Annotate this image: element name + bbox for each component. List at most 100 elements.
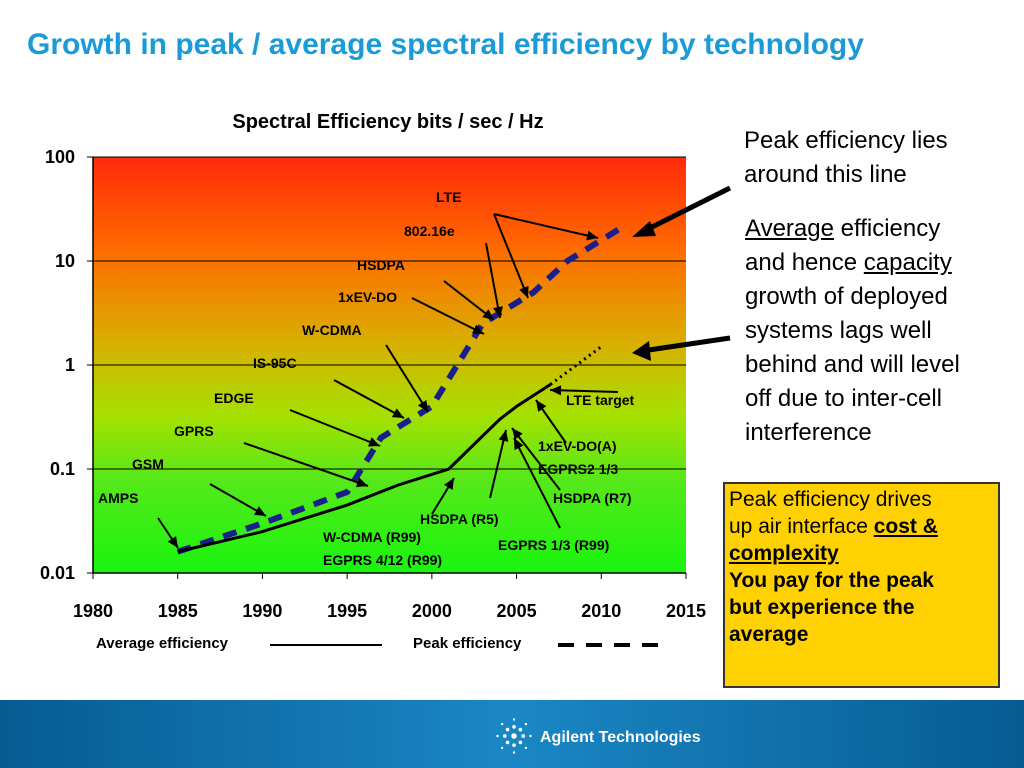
annotation-labels: LTE 802.16e HSDPA 1xEV-DO W-CDMA IS-95C EDGE GP… [98,189,635,568]
annotation-amps: AMPS [98,490,138,506]
series-layer [176,227,620,555]
annotation-arrowhead [471,324,484,334]
annotation-egprs412: EGPRS 4/12 (R99) [323,552,442,568]
box-cost: cost & [873,515,938,538]
average-note: Average efficiency and hence capacity gr… [745,212,960,450]
annotation-arrowhead [550,385,562,396]
x-tick-label: 2005 [497,601,537,621]
box-line4: You pay for the peak [729,567,994,594]
annotation-arrowhead [417,400,428,412]
average-note-line7: interference [745,419,872,446]
annotation-arrow-line [485,242,501,319]
axes: 100 10 1 0.1 0.01 1980 1985 1990 1995 2000 2005 201… [40,147,706,621]
box-line5: but experience the [729,594,994,621]
box-line1: Peak efficiency drives [729,488,932,511]
annotation-is95c: IS-95C [253,355,297,371]
annotation-wcdma_r99: W-CDMA (R99) [323,529,421,545]
annotation-edge: EDGE [214,390,254,406]
annotation-arrow-line [493,213,599,239]
legend-average-label: Average efficiency [96,635,229,652]
average-note-line3: growth of deployed [745,283,948,310]
annotation-arrowhead [167,536,178,548]
footer-brand: Agilent Technologies [540,729,701,746]
peak-pointer-arrow [638,185,732,236]
average-word: Average [745,215,834,242]
peak-note-line2: around this line [744,161,907,188]
box-line6-text: average [729,623,809,646]
box-line3: complexity [729,540,994,567]
footer-bar [0,700,1024,768]
x-tick-label: 2000 [412,601,452,621]
chart-title: Spectral Efficiency bits / sec / Hz [232,111,543,133]
box-complexity: complexity [729,542,839,565]
annotation-arrowhead [586,230,598,241]
y-tick-label: 100 [45,147,75,167]
x-tick-label: 1985 [158,601,198,621]
annotation-arrowhead [536,400,547,412]
annotation-e80216: 802.16e [404,223,455,239]
legend-peak-label: Peak efficiency [413,635,522,652]
annotation-gsm: GSM [132,456,164,472]
annotation-arrows [157,213,619,549]
annotation-hsdpa: HSDPA [357,257,405,273]
series-peak-efficiency [176,227,620,555]
gridlines [93,156,686,470]
avg-pointer-arrowhead [632,341,651,361]
spectral-efficiency-chart: Spectral Efficiency bits / sec / Hz 100 1… [40,111,732,652]
average-projection-dotted [549,345,603,386]
x-tick-label: 1980 [73,601,113,621]
x-tick-label: 2010 [581,601,621,621]
annotation-arrowhead [355,477,368,488]
average-note-line5: behind and will level [745,351,960,378]
avg-pointer-arrow [641,335,731,354]
box-line4-text: You pay for the peak [729,569,934,592]
average-note-after: efficiency [833,215,941,242]
annotation-arrow-line [411,297,485,335]
average-note-line1: Average efficiency [745,212,960,246]
annotation-arrow-line [333,379,405,419]
average-note-line6: off due to inter-cell [745,385,943,412]
annotation-arrow-line [243,442,369,487]
average-note-line4: systems lags well [745,317,932,344]
annotation-arrow-line [513,437,561,529]
annotation-arrowhead [514,438,524,451]
annotation-arrow-line [289,409,381,447]
annotation-arrowhead [512,428,523,440]
annotation-arrowhead [367,437,380,447]
annotation-arrowhead [482,309,494,320]
annotation-arrowhead [519,285,529,298]
annotation-evdo: 1xEV-DO [338,289,397,305]
annotation-arrow-line [489,429,507,499]
peak-note-line1: Peak efficiency lies [744,127,948,154]
y-tick-label: 1 [65,355,75,375]
average-note-line2a: and hence [745,249,864,276]
annotation-gprs: GPRS [174,423,214,439]
average-note-line2: and hence capacity [745,246,960,280]
annotation-arrowhead [443,478,454,490]
annotation-egprs2: EGPRS2 1/3 [538,461,618,477]
legend: Average efficiency Peak efficiency [96,635,664,652]
y-tick-label: 0.01 [40,563,75,583]
annotation-hsdpa_r7: HSDPA (R7) [553,490,632,506]
annotation-arrow-line [493,213,529,299]
x-tick-label: 1990 [242,601,282,621]
x-tick-label: 2015 [666,601,706,621]
peak-pointer-arrowhead [632,221,656,237]
cost-complexity-box: Peak efficiency drives up air interface … [723,482,1000,688]
annotation-egprs13: EGPRS 1/3 (R99) [498,537,609,553]
annotation-arrow-line [511,427,561,491]
annotation-arrow-line [385,344,429,413]
annotation-arrowhead [253,506,266,516]
annotation-arrow-line [549,389,619,393]
annotation-lte_target: LTE target [566,392,635,408]
peak-note: Peak efficiency lies around this line [744,124,948,192]
annotation-arrowhead [391,408,404,418]
annotation-hsdpa_r5: HSDPA (R5) [420,511,499,527]
x-tick-label: 1995 [327,601,367,621]
box-line5-text: but experience the [729,596,915,619]
slide-title: Growth in peak / average spectral effici… [27,28,864,61]
annotation-arrowhead [498,430,509,442]
annotation-arrowhead [493,306,503,318]
annotation-lte: LTE [436,189,461,205]
annotation-evdo_a: 1xEV-DO(A) [538,438,617,454]
